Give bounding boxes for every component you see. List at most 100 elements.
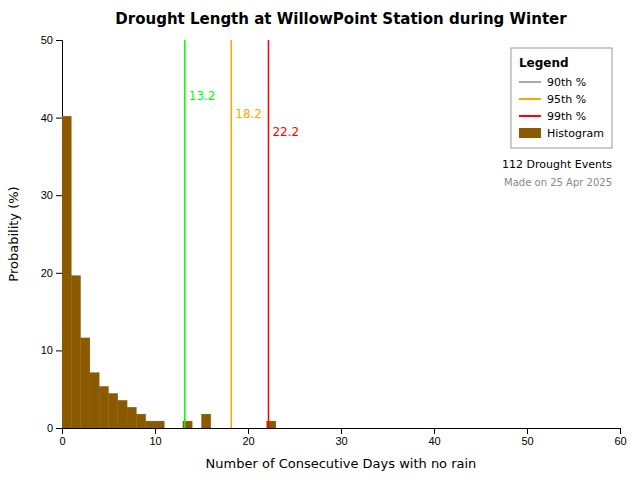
- legend-label: Histogram: [547, 127, 604, 140]
- tick-label: 50: [521, 435, 533, 447]
- percentile-labels: 13.218.222.2: [189, 89, 299, 139]
- tick-label: 20: [41, 267, 53, 279]
- legend-swatch: [519, 98, 541, 100]
- bar: [341, 428, 350, 429]
- bar: [508, 428, 517, 429]
- bar: [490, 428, 499, 429]
- chart: Drought Length at WillowPoint Station du…: [0, 0, 640, 480]
- legend-label: 99th %: [547, 110, 586, 123]
- percentile-label: 22.2: [272, 125, 299, 139]
- bar: [220, 428, 229, 429]
- bar: [453, 428, 462, 429]
- bar: [564, 428, 573, 429]
- tick-label: 20: [242, 435, 254, 447]
- tick-label: 10: [149, 435, 161, 447]
- bar: [546, 428, 555, 429]
- tick: 50: [521, 428, 533, 447]
- bar: [295, 428, 304, 429]
- bar: [601, 428, 610, 429]
- bar: [322, 428, 331, 429]
- bar: [555, 428, 564, 429]
- bar: [527, 428, 536, 429]
- tick: 30: [41, 189, 62, 201]
- bar: [304, 428, 313, 429]
- tick-mark: [434, 428, 435, 434]
- annotations: 112 Drought EventsMade on 25 Apr 2025: [502, 158, 612, 188]
- tick: 10: [41, 344, 62, 356]
- tick-mark: [341, 428, 342, 434]
- bar: [425, 428, 434, 429]
- legend-label: 95th %: [547, 93, 586, 106]
- tick-label: 40: [41, 112, 53, 124]
- x-axis-title: Number of Consecutive Days with no rain: [206, 456, 477, 471]
- bar: [81, 338, 90, 428]
- tick-label: 0: [59, 435, 65, 447]
- bar: [146, 421, 155, 428]
- tick-mark: [527, 428, 528, 434]
- legend-box: [511, 48, 612, 148]
- axis-line: [63, 429, 621, 435]
- bar: [583, 428, 592, 429]
- tick: 60: [614, 428, 626, 447]
- tick-mark: [56, 195, 62, 196]
- legend-title: Legend: [519, 56, 569, 70]
- bar: [360, 428, 369, 429]
- tick-mark: [248, 428, 249, 434]
- legend-label: 90th %: [547, 76, 586, 89]
- legend-swatch: [519, 81, 541, 83]
- bar: [248, 428, 257, 429]
- bar: [164, 428, 173, 429]
- tick-mark: [155, 428, 156, 434]
- bar: [202, 414, 211, 428]
- bar: [211, 428, 220, 429]
- bar: [434, 428, 443, 429]
- tick-label: 50: [41, 34, 53, 46]
- bar: [518, 428, 527, 429]
- axis-line: [56, 41, 63, 429]
- legend-swatch: [519, 115, 541, 117]
- tick-label: 40: [428, 435, 440, 447]
- bar: [62, 116, 71, 428]
- tick-mark: [56, 40, 62, 41]
- percentile-label: 18.2: [235, 107, 262, 121]
- bar: [378, 428, 387, 429]
- bar: [239, 428, 248, 429]
- tick: 20: [242, 428, 254, 447]
- tick: 0: [47, 422, 62, 434]
- legend: Legend 90th % 95th % 99th % Histogram: [511, 48, 612, 148]
- annotation: Made on 25 Apr 2025: [504, 177, 612, 188]
- bar: [406, 428, 415, 429]
- bar: [471, 428, 480, 429]
- bar: [369, 428, 378, 429]
- bar: [415, 428, 424, 429]
- bar: [71, 276, 80, 428]
- tick-mark: [56, 350, 62, 351]
- bar: [136, 414, 145, 428]
- bar: [192, 428, 201, 429]
- bar: [155, 421, 164, 428]
- bar: [118, 400, 127, 428]
- bar: [90, 373, 99, 428]
- bar: [174, 428, 183, 429]
- percentile-line: [268, 40, 270, 428]
- bar: [388, 428, 397, 429]
- tick-label: 30: [335, 435, 347, 447]
- tick: 30: [335, 428, 347, 447]
- bar: [313, 428, 322, 429]
- bar: [443, 428, 452, 429]
- bar: [611, 428, 620, 429]
- tick: 50: [41, 34, 62, 46]
- bar: [397, 428, 406, 429]
- tick-mark: [620, 428, 621, 434]
- percentile-line: [184, 40, 186, 428]
- bar: [276, 428, 285, 429]
- tick-mark: [56, 118, 62, 119]
- bar: [127, 407, 136, 428]
- tick: 40: [428, 428, 440, 447]
- bar: [99, 386, 108, 428]
- tick-mark: [56, 428, 62, 429]
- y-axis: 0 10 20 30 40 50: [41, 34, 63, 434]
- bar: [285, 428, 294, 429]
- bar: [481, 428, 490, 429]
- y-axis-title: Probability (%): [6, 186, 21, 281]
